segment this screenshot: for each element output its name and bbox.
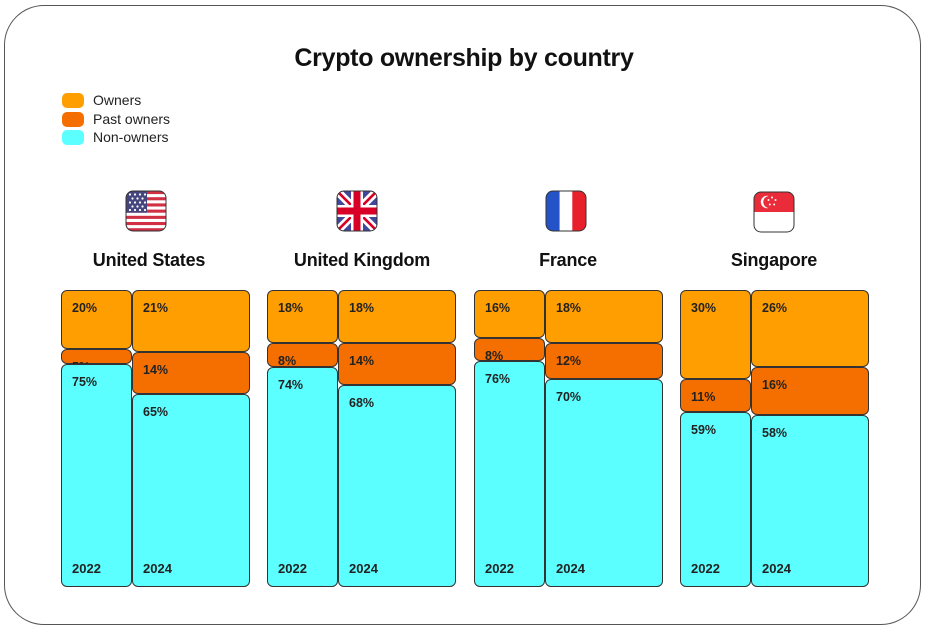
- data-label-united-kingdom-2022-non-owners: 74%: [278, 378, 304, 393]
- data-label-france-2022-owners: 16%: [485, 301, 511, 315]
- legend-swatch-non-owners: [62, 129, 84, 145]
- country-name-singapore: Singapore: [730, 250, 818, 270]
- year-label-singapore-2024: 2024: [762, 561, 791, 576]
- bar-segment-united-kingdom-2022-non-owners: [267, 367, 338, 587]
- data-label-united-states-2022-owners: 20%: [72, 301, 98, 315]
- data-label-singapore-2024-non-owners: 58%: [762, 425, 788, 440]
- bar-segment-france-2024-past-owners: [545, 343, 663, 380]
- france-flag-icon: [545, 190, 587, 232]
- chart-title: Crypto ownership by country: [294, 44, 634, 72]
- legend-item-past-owners: Past owners: [62, 110, 170, 128]
- legend-item-non-owners: Non-owners: [62, 128, 168, 146]
- legend-label-non-owners: Non-owners: [93, 129, 169, 145]
- us-flag-icon: [125, 190, 167, 232]
- data-label-france-2024-owners: 18%: [556, 301, 582, 315]
- bar-segment-united-states-2022-non-owners: [61, 364, 132, 587]
- data-label-france-2024-past-owners: 12%: [556, 354, 582, 369]
- data-label-united-kingdom-2024-non-owners: 68%: [349, 396, 375, 411]
- legend-swatch-owners: [62, 92, 84, 108]
- bar-segment-france-2024-non-owners: [545, 379, 663, 587]
- bar-segment-france-2022-owners: [474, 290, 545, 338]
- uk-flag-icon: [336, 190, 378, 232]
- bar-segment-united-kingdom-2022-past-owners: [267, 343, 338, 368]
- bar-segment-singapore-2024-past-owners: [751, 367, 869, 415]
- bar-segment-singapore-2022-owners: [680, 290, 751, 380]
- data-label-united-kingdom-2022-owners: 18%: [278, 301, 304, 315]
- data-label-united-kingdom-2024-past-owners: 14%: [349, 354, 375, 369]
- data-label-united-kingdom-2024-owners: 18%: [349, 301, 375, 315]
- year-label-singapore-2022: 2022: [691, 561, 720, 576]
- data-label-france-2022-past-owners: 8%: [485, 348, 504, 363]
- year-label-france-2022: 2022: [485, 561, 514, 576]
- data-label-singapore-2022-non-owners: 59%: [691, 422, 717, 437]
- data-label-united-states-2022-non-owners: 75%: [72, 375, 98, 390]
- bar-segment-united-kingdom-2024-past-owners: [338, 343, 456, 386]
- bar-segment-france-2024-owners: [545, 290, 663, 344]
- data-label-france-2022-non-owners: 76%: [485, 372, 511, 387]
- year-label-france-2024: 2024: [556, 561, 585, 576]
- bar-segment-united-kingdom-2024-owners: [338, 290, 456, 344]
- bar-segment-france-2022-non-owners: [474, 361, 545, 587]
- bar-segment-france-2022-past-owners: [474, 337, 545, 362]
- data-label-united-states-2024-owners: 21%: [143, 301, 169, 315]
- data-label-united-states-2024-past-owners: 14%: [143, 363, 169, 378]
- data-label-singapore-2024-owners: 26%: [762, 301, 788, 315]
- legend-label-past-owners: Past owners: [93, 111, 171, 127]
- legend-item-owners: Owners: [62, 91, 141, 109]
- legend-label-owners: Owners: [93, 92, 142, 108]
- bar-segment-singapore-2022-past-owners: [680, 379, 751, 412]
- bar-segment-united-states-2022-owners: [61, 290, 132, 350]
- country-name-united-kingdom: United Kingdom: [293, 250, 431, 270]
- singapore-flag-icon: [753, 191, 795, 233]
- country-name-united-states: United States: [92, 250, 206, 270]
- bar-segment-united-states-2022-past-owners: [61, 349, 132, 365]
- year-label-united-kingdom-2022: 2022: [278, 561, 307, 576]
- data-label-singapore-2022-owners: 30%: [691, 301, 717, 315]
- legend-swatch-past-owners: [62, 111, 84, 127]
- data-label-united-states-2024-non-owners: 65%: [143, 404, 169, 419]
- year-label-united-states-2024: 2024: [143, 561, 172, 576]
- bar-segment-united-kingdom-2024-non-owners: [338, 385, 456, 587]
- bar-segment-singapore-2024-non-owners: [751, 414, 869, 587]
- data-label-france-2024-non-owners: 70%: [556, 390, 582, 405]
- data-label-singapore-2024-past-owners: 16%: [762, 378, 788, 393]
- country-name-france: France: [539, 250, 597, 270]
- bar-segment-united-kingdom-2022-owners: [267, 290, 338, 344]
- data-label-singapore-2022-past-owners: 11%: [691, 390, 716, 405]
- data-label-united-kingdom-2022-past-owners: 8%: [278, 354, 297, 369]
- bar-segment-united-states-2024-non-owners: [132, 393, 250, 587]
- bar-segment-singapore-2024-owners: [751, 290, 869, 368]
- bar-segment-singapore-2022-non-owners: [680, 411, 751, 587]
- bar-segment-united-states-2024-past-owners: [132, 352, 250, 394]
- bar-segment-united-states-2024-owners: [132, 290, 250, 353]
- year-label-united-states-2022: 2022: [72, 561, 101, 576]
- year-label-united-kingdom-2024: 2024: [349, 561, 378, 576]
